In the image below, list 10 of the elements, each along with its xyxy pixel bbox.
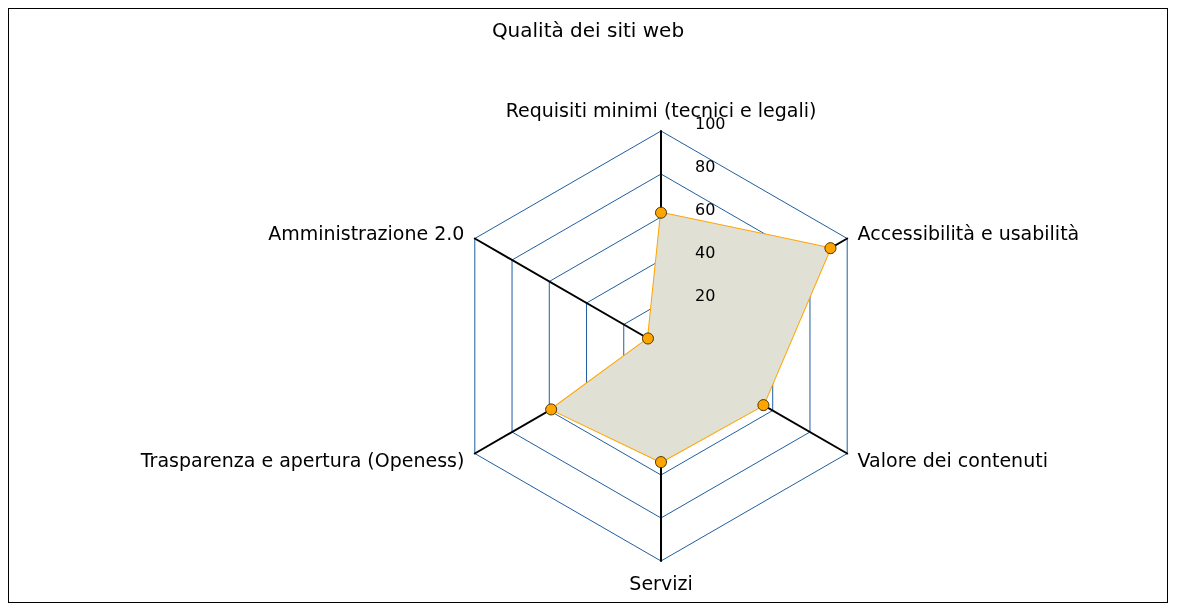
y-tick-label: 80 (695, 156, 716, 176)
spoke-label: Amministrazione 2.0 (268, 221, 465, 244)
spoke-label: Accessibilità e usabilità (857, 221, 1080, 244)
y-tick-label: 20 (695, 285, 716, 305)
chart-title: Qualità dei siti web (491, 18, 685, 42)
spoke-label: Trasparenza e apertura (Openess) (139, 448, 465, 471)
y-tick-label: 40 (695, 242, 716, 262)
spoke-label: Valore dei contenuti (857, 448, 1048, 471)
y-tick-label: 60 (695, 199, 716, 219)
spoke-label: Servizi (629, 571, 693, 594)
